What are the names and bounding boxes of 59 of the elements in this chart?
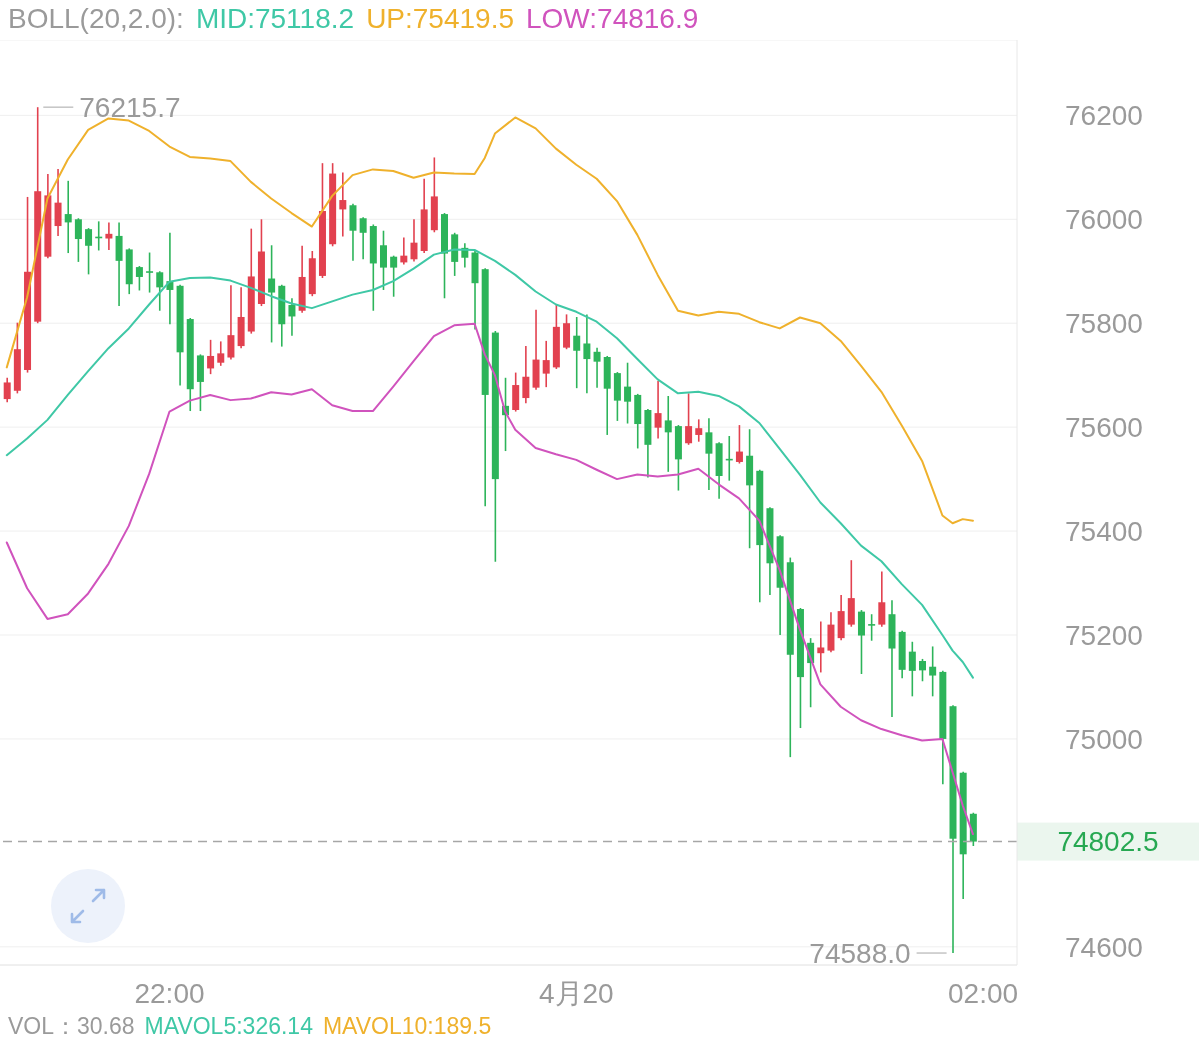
candlestick	[624, 361, 632, 425]
text: LOW:74816.9	[526, 3, 699, 35]
candlestick	[919, 658, 926, 683]
candlestick	[878, 570, 886, 628]
candlestick	[583, 313, 591, 395]
candlestick	[410, 218, 418, 263]
candlestick	[929, 645, 937, 698]
y-tick-label: 74600	[1065, 931, 1143, 963]
candlestick	[339, 171, 347, 238]
candlestick	[3, 376, 11, 404]
candlestick	[593, 346, 601, 389]
candlestick	[227, 284, 235, 361]
y-tick-label: 75000	[1065, 723, 1143, 755]
candlestick	[685, 392, 693, 446]
x-tick-label: 22:00	[134, 977, 205, 1009]
candlestick	[156, 270, 164, 312]
ref-line-label: 74802.5	[1057, 826, 1159, 858]
y-tick-label: 75600	[1065, 412, 1143, 444]
legend-title: BOLL(20,2.0):	[8, 3, 184, 35]
text: VOL：30.68	[8, 1013, 135, 1039]
candlestick	[135, 265, 143, 292]
candlestick	[64, 180, 72, 254]
candlestick	[695, 418, 703, 443]
x-tick-label: 4月20	[538, 977, 614, 1009]
candlestick	[390, 254, 398, 298]
text: MAVOL10:189.5	[322, 1013, 492, 1039]
candlestick	[359, 216, 367, 261]
y-tick-label: 76200	[1065, 100, 1143, 132]
candlestick	[146, 251, 154, 294]
candlestick	[542, 340, 550, 388]
y-tick-label: 75800	[1065, 308, 1143, 340]
candlestick	[654, 380, 662, 440]
x-tick-label: 02:00	[948, 977, 1019, 1009]
candlestick	[105, 221, 113, 251]
y-tick-label: 76000	[1065, 204, 1143, 236]
candlestick	[908, 640, 916, 698]
annotation: 76215.7	[79, 91, 181, 123]
candlestick	[217, 340, 225, 367]
candlestick	[817, 620, 825, 674]
candlestick	[207, 339, 215, 375]
y-tick-label: 75400	[1065, 516, 1143, 548]
candlestick	[705, 417, 713, 491]
candlestick	[664, 395, 672, 473]
candlestick	[522, 345, 530, 405]
annotation: 74588.0	[809, 937, 911, 969]
y-tick-label: 75200	[1065, 619, 1143, 651]
candlestick	[268, 244, 276, 344]
text: MAVOL5:326.14	[144, 1013, 313, 1039]
candlestick	[379, 229, 387, 291]
text: UP:75419.5	[366, 3, 515, 35]
candlestick	[74, 217, 82, 263]
candlestick	[54, 168, 62, 237]
candlestick	[868, 613, 876, 642]
candlestick	[857, 609, 865, 675]
text: MID:75118.2	[195, 3, 355, 35]
candlestick	[735, 424, 743, 465]
candlestick	[85, 227, 93, 276]
candlestick	[288, 297, 296, 337]
candlestick	[573, 316, 581, 389]
